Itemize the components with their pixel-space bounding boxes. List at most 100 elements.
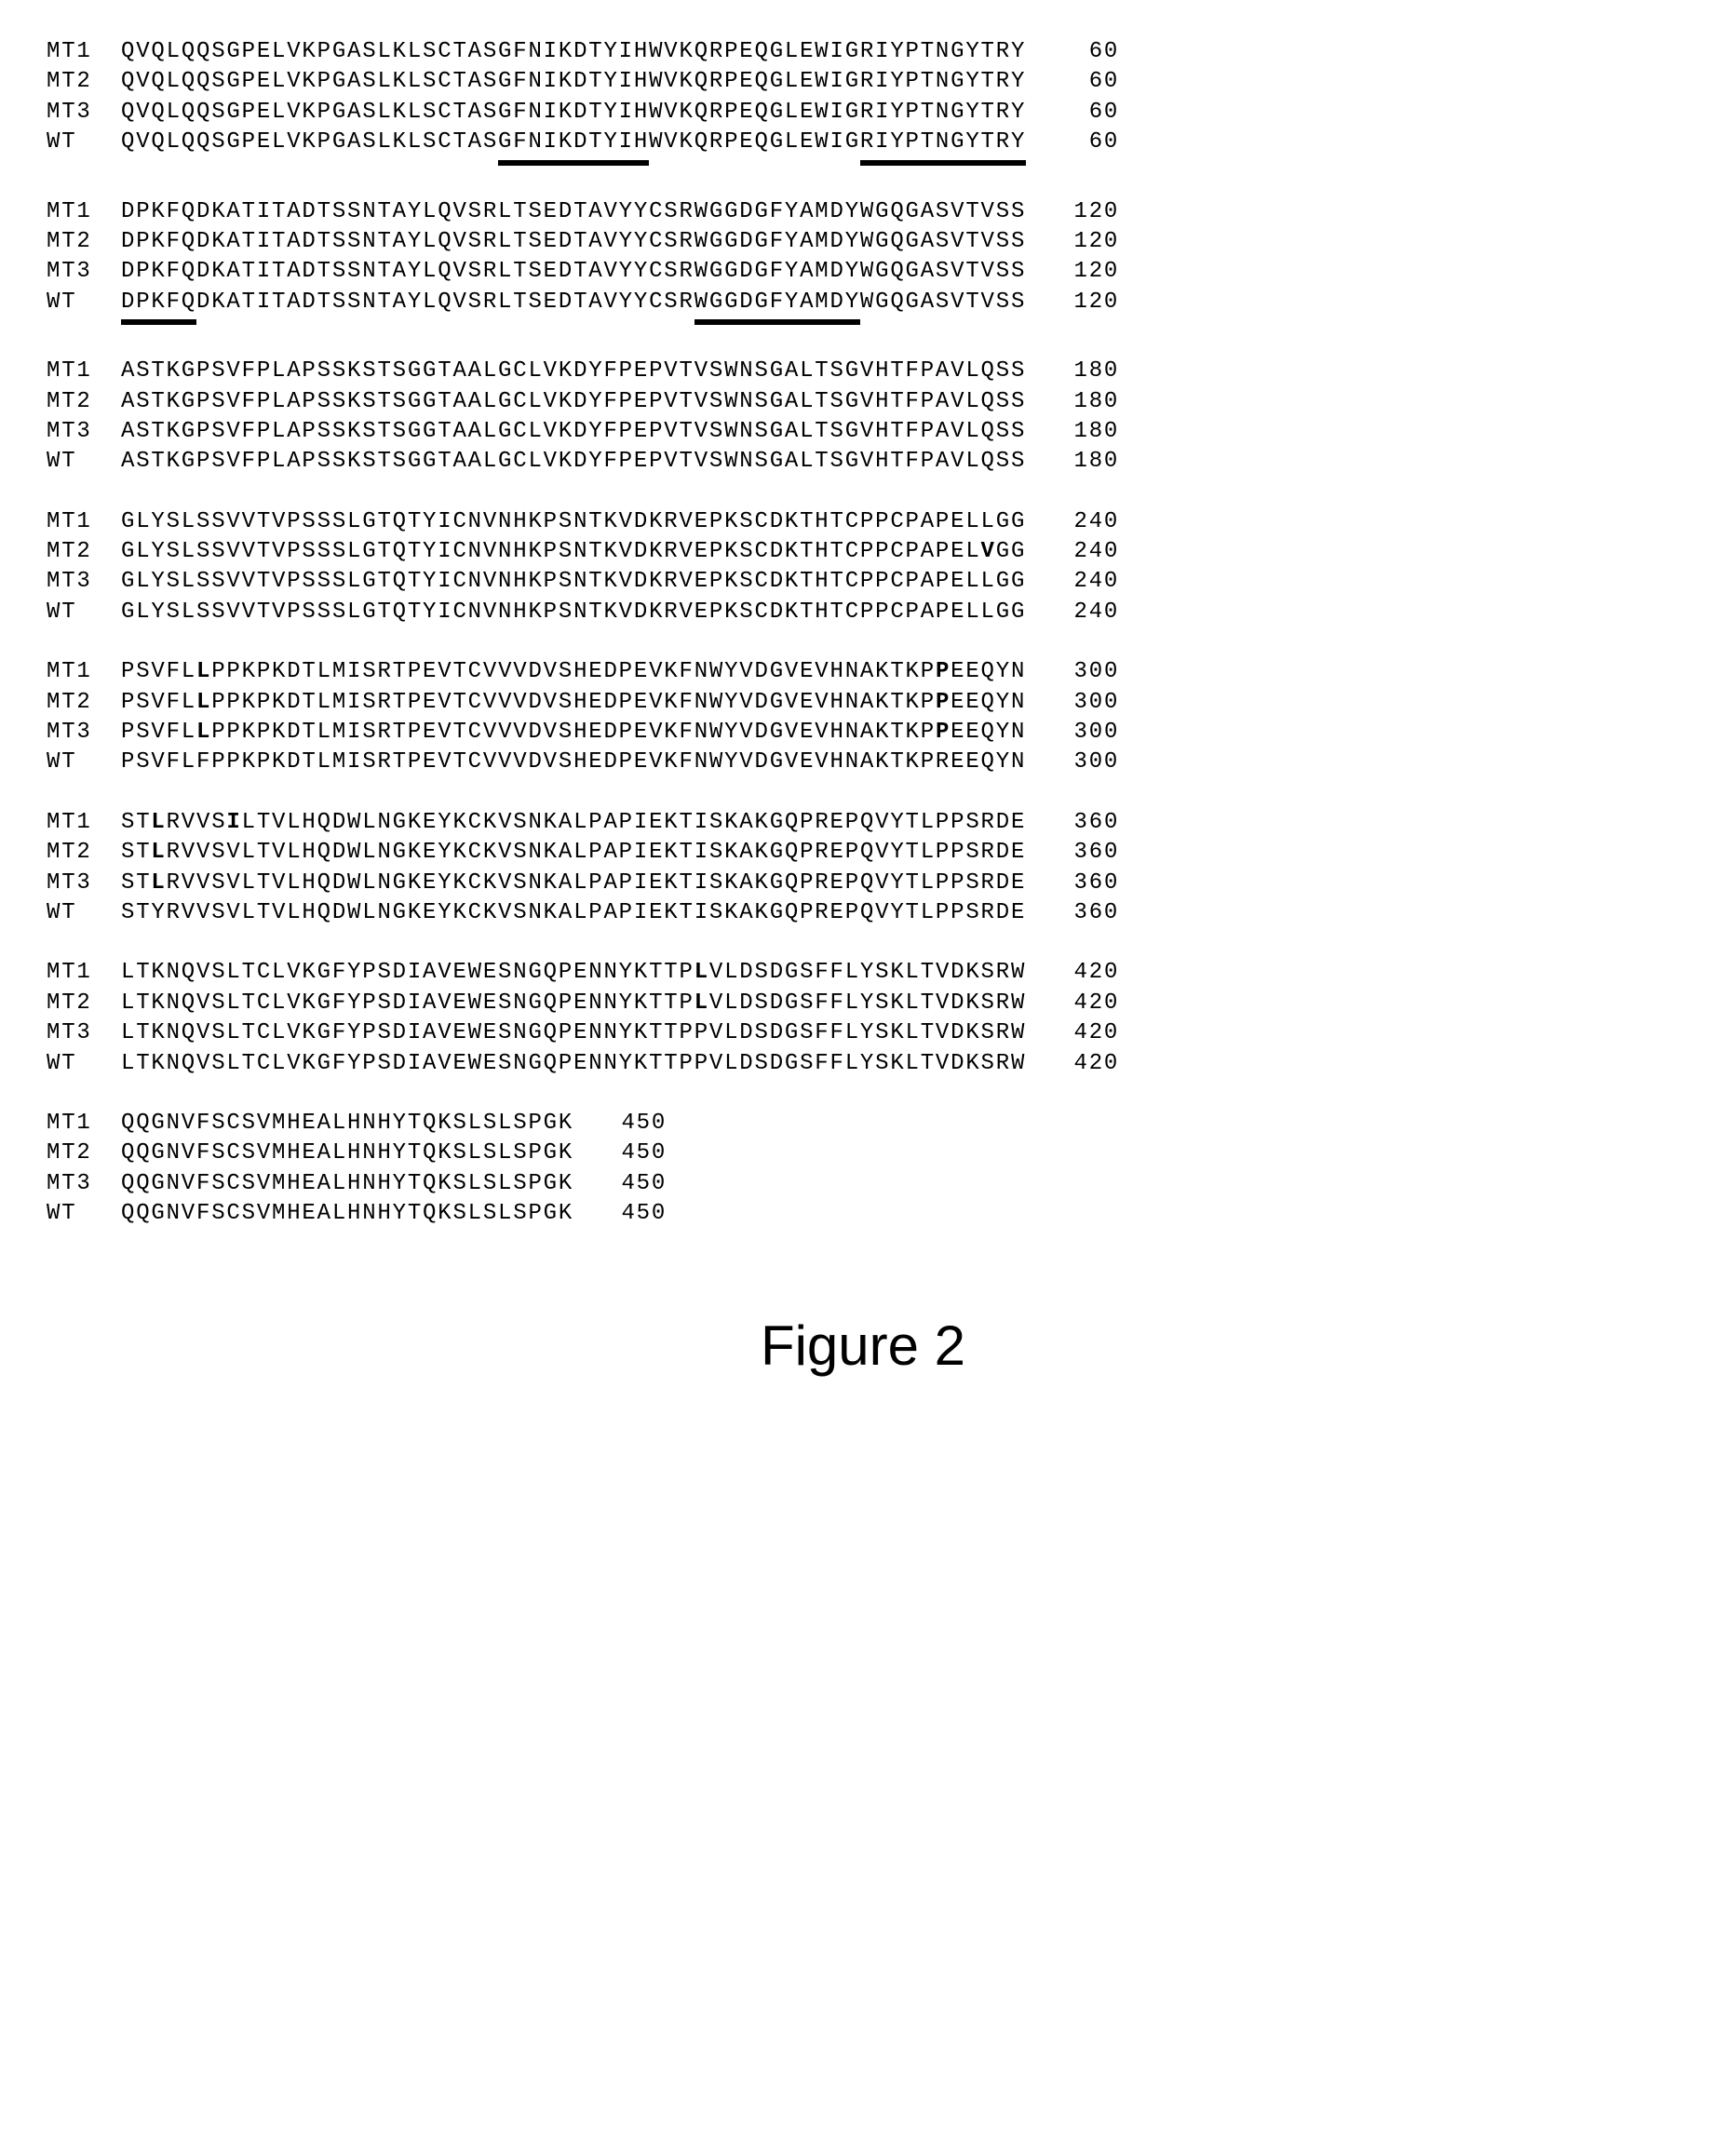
- sequence-label: WT: [47, 748, 121, 777]
- sequence-label: MT2: [47, 1139, 121, 1168]
- sequence-label: MT3: [47, 718, 121, 748]
- sequence-text: GLYSLSSVVTVPSSSLGTQTYICNVNHKPSNTKVDKRVEP…: [121, 537, 1026, 567]
- sequence-text: PSVFLFPPKPKDTLMISRTPEVTCVVVDVSHEDPEVKFNW…: [121, 748, 1026, 777]
- sequence-position: 60: [1045, 98, 1119, 128]
- sequence-position: 60: [1045, 128, 1119, 157]
- sequence-label: WT: [47, 1049, 121, 1079]
- sequence-row: WTPSVFLFPPKPKDTLMISRTPEVTCVVVDVSHEDPEVKF…: [47, 748, 1679, 777]
- sequence-position: 60: [1045, 37, 1119, 67]
- sequence-text: QVQLQQSGPELVKPGASLKLSCTASGFNIKDTYIHWVKQR…: [121, 37, 1026, 67]
- sequence-position: 240: [1045, 507, 1119, 537]
- sequence-position: 300: [1045, 657, 1119, 687]
- sequence-alignment: MT1 QVQLQQSGPELVKPGASLKLSCTASGFNIKDTYIHWV…: [47, 37, 1679, 1230]
- sequence-text: PSVFLLPPKPKDTLMISRTPEVTCVVVDVSHEDPEVKFNW…: [121, 718, 1026, 748]
- cdr-underline: [121, 319, 196, 325]
- alignment-block: MT1STLRVVSILTVLHQDWLNGKEYKCKVSNKALPAPIEK…: [47, 808, 1679, 929]
- sequence-label: MT3: [47, 98, 121, 128]
- sequence-row: WTSTYRVVSVLTVLHQDWLNGKEYKCKVSNKALPAPIEKT…: [47, 898, 1679, 928]
- sequence-row: MT1GLYSLSSVVTVPSSSLGTQTYICNVNHKPSNTKVDKR…: [47, 507, 1679, 537]
- alignment-block: MT1PSVFLLPPKPKDTLMISRTPEVTCVVVDVSHEDPEVK…: [47, 657, 1679, 778]
- sequence-label: MT3: [47, 567, 121, 597]
- sequence-row: MT1DPKFQDKATITADTSSNTAYLQVSRLTSEDTAVYYCS…: [47, 197, 1679, 227]
- sequence-row: MT2PSVFLLPPKPKDTLMISRTPEVTCVVVDVSHEDPEVK…: [47, 688, 1679, 718]
- sequence-position: 300: [1045, 748, 1119, 777]
- sequence-text: ASTKGPSVFPLAPSSKSTSGGTAALGCLVKDYFPEPVTVS…: [121, 447, 1026, 477]
- alignment-block: MT1QQGNVFSCSVMHEALHNHYTQKSLSLSPGK450MT2Q…: [47, 1109, 1679, 1230]
- cdr-underline: [498, 160, 649, 166]
- sequence-position: 120: [1045, 197, 1119, 227]
- sequence-position: 420: [1045, 1049, 1119, 1079]
- sequence-text: ASTKGPSVFPLAPSSKSTSGGTAALGCLVKDYFPEPVTVS…: [121, 417, 1026, 447]
- sequence-text: QVQLQQSGPELVKPGASLKLSCTASGFNIKDTYIHWVKQR…: [121, 98, 1026, 128]
- sequence-position: 360: [1045, 808, 1119, 838]
- sequence-label: WT: [47, 128, 121, 157]
- sequence-text: STYRVVSVLTVLHQDWLNGKEYKCKVSNKALPAPIEKTIS…: [121, 898, 1026, 928]
- alignment-block: MT1LTKNQVSLTCLVKGFYPSDIAVEWESNGQPENNYKTT…: [47, 958, 1679, 1079]
- sequence-text: QQGNVFSCSVMHEALHNHYTQKSLSLSPGK: [121, 1169, 573, 1199]
- underline-row: [47, 160, 1679, 168]
- sequence-label: WT: [47, 1199, 121, 1229]
- sequence-label: MT1: [47, 1109, 121, 1139]
- sequence-row: MT3STLRVVSVLTVLHQDWLNGKEYKCKVSNKALPAPIEK…: [47, 869, 1679, 898]
- sequence-row: MT1PSVFLLPPKPKDTLMISRTPEVTCVVVDVSHEDPEVK…: [47, 657, 1679, 687]
- sequence-text: LTKNQVSLTCLVKGFYPSDIAVEWESNGQPENNYKTTPLV…: [121, 989, 1026, 1018]
- sequence-label: MT1: [47, 657, 121, 687]
- sequence-row: WTDPKFQDKATITADTSSNTAYLQVSRLTSEDTAVYYCSR…: [47, 288, 1679, 317]
- sequence-row: MT1QQGNVFSCSVMHEALHNHYTQKSLSLSPGK 450: [47, 1109, 1679, 1139]
- sequence-text: ASTKGPSVFPLAPSSKSTSGGTAALGCLVKDYFPEPVTVS…: [121, 357, 1026, 386]
- sequence-label: MT3: [47, 257, 121, 287]
- sequence-label: MT2: [47, 387, 121, 417]
- sequence-position: 120: [1045, 227, 1119, 257]
- sequence-text: LTKNQVSLTCLVKGFYPSDIAVEWESNGQPENNYKTTPLV…: [121, 958, 1026, 988]
- sequence-position: 180: [1045, 417, 1119, 447]
- sequence-label: MT2: [47, 989, 121, 1018]
- sequence-text: LTKNQVSLTCLVKGFYPSDIAVEWESNGQPENNYKTTPPV…: [121, 1018, 1026, 1048]
- sequence-text: DPKFQDKATITADTSSNTAYLQVSRLTSEDTAVYYCSRWG…: [121, 288, 1026, 317]
- sequence-label: MT2: [47, 67, 121, 97]
- sequence-row: MT3ASTKGPSVFPLAPSSKSTSGGTAALGCLVKDYFPEPV…: [47, 417, 1679, 447]
- alignment-block: MT1QVQLQQSGPELVKPGASLKLSCTASGFNIKDTYIHWV…: [47, 37, 1679, 168]
- sequence-text: STLRVVSVLTVLHQDWLNGKEYKCKVSNKALPAPIEKTIS…: [121, 869, 1026, 898]
- sequence-position: 450: [592, 1139, 667, 1168]
- sequence-row: MT1QVQLQQSGPELVKPGASLKLSCTASGFNIKDTYIHWV…: [47, 37, 1679, 67]
- sequence-position: 360: [1045, 898, 1119, 928]
- sequence-position: 420: [1045, 989, 1119, 1018]
- sequence-text: PSVFLLPPKPKDTLMISRTPEVTCVVVDVSHEDPEVKFNW…: [121, 657, 1026, 687]
- sequence-position: 240: [1045, 567, 1119, 597]
- sequence-row: WTQQGNVFSCSVMHEALHNHYTQKSLSLSPGK450: [47, 1199, 1679, 1229]
- sequence-row: MT2GLYSLSSVVTVPSSSLGTQTYICNVNHKPSNTKVDKR…: [47, 537, 1679, 567]
- sequence-label: MT1: [47, 808, 121, 838]
- sequence-position: 360: [1045, 869, 1119, 898]
- sequence-label: MT3: [47, 869, 121, 898]
- sequence-position: 360: [1045, 838, 1119, 868]
- sequence-position: 120: [1045, 257, 1119, 287]
- sequence-position: 420: [1045, 958, 1119, 988]
- sequence-row: MT3QVQLQQSGPELVKPGASLKLSCTASGFNIKDTYIHWV…: [47, 98, 1679, 128]
- sequence-label: WT: [47, 598, 121, 627]
- sequence-label: MT1: [47, 507, 121, 537]
- sequence-position: 180: [1045, 447, 1119, 477]
- sequence-text: QVQLQQSGPELVKPGASLKLSCTASGFNIKDTYIHWVKQR…: [121, 67, 1026, 97]
- sequence-label: MT2: [47, 537, 121, 567]
- sequence-row: MT2STLRVVSVLTVLHQDWLNGKEYKCKVSNKALPAPIEK…: [47, 838, 1679, 868]
- sequence-row: WTGLYSLSSVVTVPSSSLGTQTYICNVNHKPSNTKVDKRV…: [47, 598, 1679, 627]
- sequence-position: 450: [592, 1169, 667, 1199]
- sequence-row: MT2QQGNVFSCSVMHEALHNHYTQKSLSLSPGK450: [47, 1139, 1679, 1168]
- sequence-text: DPKFQDKATITADTSSNTAYLQVSRLTSEDTAVYYCSRWG…: [121, 257, 1026, 287]
- cdr-underline: [860, 160, 1026, 166]
- sequence-position: 300: [1045, 718, 1119, 748]
- figure-caption: Figure 2: [47, 1314, 1679, 1378]
- sequence-row: MT3QQGNVFSCSVMHEALHNHYTQKSLSLSPGK450: [47, 1169, 1679, 1199]
- underline-row: [47, 319, 1679, 327]
- sequence-row: MT1STLRVVSILTVLHQDWLNGKEYKCKVSNKALPAPIEK…: [47, 808, 1679, 838]
- sequence-text: GLYSLSSVVTVPSSSLGTQTYICNVNHKPSNTKVDKRVEP…: [121, 567, 1026, 597]
- sequence-position: 450: [592, 1199, 667, 1229]
- sequence-row: MT2LTKNQVSLTCLVKGFYPSDIAVEWESNGQPENNYKTT…: [47, 989, 1679, 1018]
- sequence-row: MT3GLYSLSSVVTVPSSSLGTQTYICNVNHKPSNTKVDKR…: [47, 567, 1679, 597]
- sequence-text: QQGNVFSCSVMHEALHNHYTQKSLSLSPGK: [121, 1109, 573, 1139]
- sequence-text: ASTKGPSVFPLAPSSKSTSGGTAALGCLVKDYFPEPVTVS…: [121, 387, 1026, 417]
- sequence-position: 180: [1045, 387, 1119, 417]
- sequence-position: 450: [592, 1109, 667, 1139]
- sequence-position: 240: [1045, 598, 1119, 627]
- sequence-position: 180: [1045, 357, 1119, 386]
